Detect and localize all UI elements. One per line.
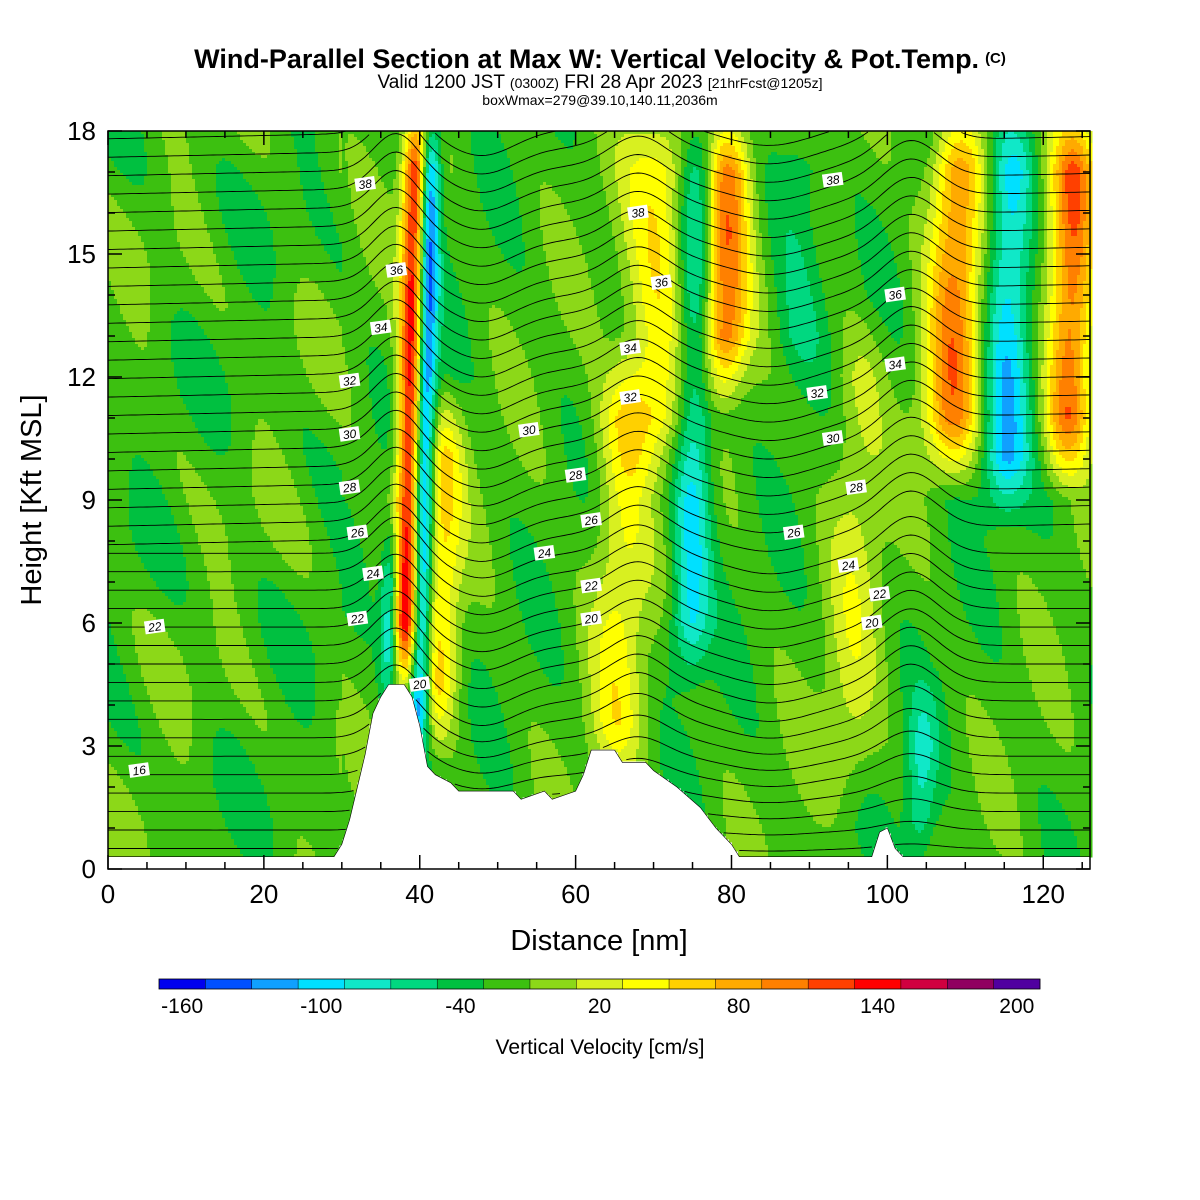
section-plot: 3838383636363434343232 3230 30302828282626… [0,0,1200,1200]
theta-contour-label-text: 30 [521,422,536,438]
theta-contour-label-text: 28 [567,467,583,483]
theta-contour-label-text: 28 [848,480,864,496]
theta-contour-label-text: 34 [373,320,388,336]
colorbar-swatch [808,979,855,989]
colorbar-swatch [484,979,531,989]
colorbar-tick-label: -100 [300,995,342,1018]
theta-contour-label-text: 20 [863,615,879,631]
y-tick-label: 18 [67,116,96,146]
theta-contour-label-text: 16 [132,763,147,779]
x-tick-label: 40 [405,879,434,909]
theta-contour-label-text: 24 [536,545,552,561]
colorbar-swatch [159,979,206,989]
colorbar-swatch [344,979,391,989]
theta-contour-label-text: 24 [840,558,856,574]
theta-contour-label-text: 22 [349,611,365,627]
theta-contour-label-text: 32 [623,390,638,406]
x-axis-label: Distance [nm] [510,925,687,957]
colorbar-swatch [530,979,577,989]
theta-contour-label-text: 36 [888,287,903,303]
colorbar-swatch [947,979,994,989]
colorbar-swatch [391,979,438,989]
y-axis-label: Height [Kft MSL] [16,394,48,605]
y-tick-label: 9 [82,485,96,515]
theta-contour-label-text: 36 [389,262,404,278]
x-tick-label: 100 [866,879,909,909]
colorbar-swatch [576,979,623,989]
colorbar-swatch [855,979,902,989]
x-tick-label: 0 [101,879,115,909]
x-tick-label: 80 [717,879,746,909]
theta-contour-label-text: 30 [825,431,840,447]
x-tick-label: 60 [561,879,590,909]
colorbar-swatch [437,979,484,989]
theta-contour-label-text: 38 [630,205,645,221]
theta-contour-label-text: 28 [341,480,357,496]
theta-contour-label-text: 26 [349,525,365,541]
theta-contour-label-text: 34 [888,357,903,373]
theta-contour-label-text: 38 [358,176,373,192]
theta-contour-label-text: 22 [583,578,599,594]
y-tick-label: 3 [82,731,96,761]
colorbar-swatch [994,979,1041,989]
colorbar-swatch [623,979,670,989]
theta-contour-label-text: 32 [342,373,357,389]
colorbar-tick-label: -160 [161,995,203,1018]
colorbar-tick-label: 20 [588,995,611,1018]
theta-contour-label-text: 30 [342,426,357,442]
colorbar-swatch [762,979,809,989]
theta-contour-label-text: 22 [146,619,162,635]
x-tick-label: 20 [249,879,278,909]
colorbar-swatch [298,979,345,989]
y-tick-label: 15 [67,239,96,269]
colorbar-swatch [715,979,762,989]
colorbar-tick-label: 140 [860,995,895,1018]
velocity-field [108,131,1093,858]
theta-contour-label-text: 36 [654,275,669,291]
theta-contour-label-text: 34 [623,340,638,356]
colorbar-swatch [669,979,716,989]
colorbar-label: Vertical Velocity [cm/s] [0,1036,1200,1060]
colorbar-swatch [252,979,299,989]
theta-contour-label-text: 38 [825,172,840,188]
theta-contour-label-text: 32 [810,385,825,401]
y-tick-label: 0 [82,854,96,884]
colorbar [159,979,1040,989]
y-tick-label: 12 [67,362,96,392]
colorbar-swatch [901,979,948,989]
y-tick-label: 6 [82,608,96,638]
colorbar-swatch [205,979,252,989]
theta-contour-label-text: 26 [583,513,599,529]
theta-contour-label-text: 22 [871,586,887,602]
theta-contour-label-text: 24 [364,566,380,582]
colorbar-tick-label: 80 [727,995,750,1018]
x-tick-label: 120 [1022,879,1065,909]
theta-contour-label-text: 20 [583,611,599,627]
colorbar-tick-label: -40 [445,995,475,1018]
theta-contour-label-text: 26 [785,525,801,541]
theta-contour-label-text: 20 [411,677,427,693]
colorbar-tick-label: 200 [999,995,1034,1018]
